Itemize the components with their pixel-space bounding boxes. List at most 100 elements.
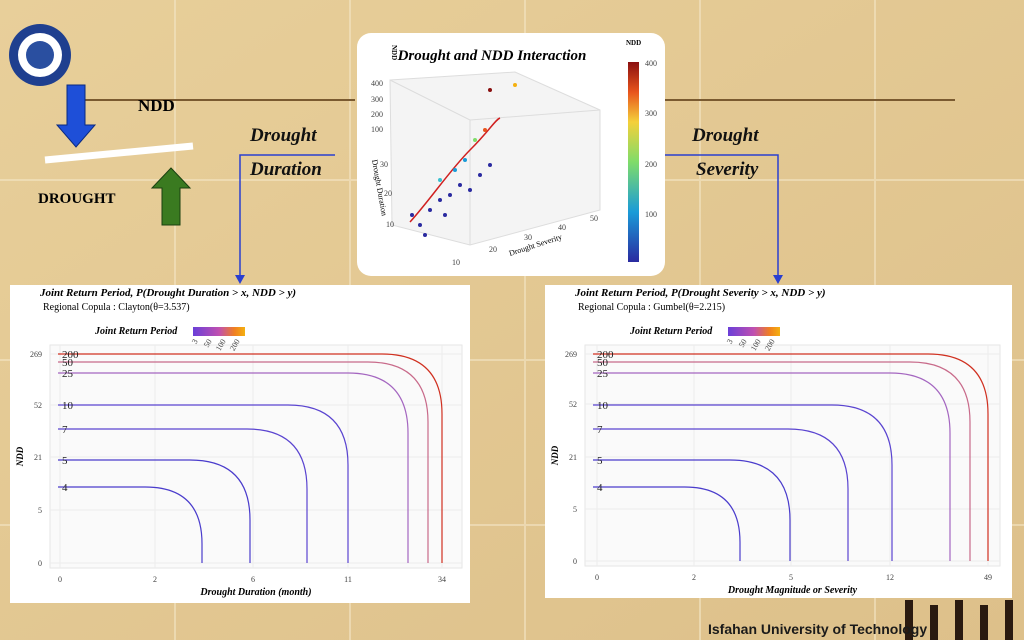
panel-title: Joint Return Period, P(Drought Severity …	[574, 287, 826, 299]
curve-label: 10	[597, 400, 609, 412]
logo	[9, 24, 71, 86]
x-tick-label: 2	[692, 573, 696, 582]
footer: Isfahan University of Technology	[708, 621, 927, 637]
return-period-curve	[58, 459, 251, 563]
curve-label: 200	[62, 349, 79, 361]
curve-label: 50	[597, 357, 609, 369]
return-period-curve	[593, 361, 971, 561]
link-label: Drought	[691, 125, 759, 146]
connector	[239, 154, 335, 280]
curve-label: 4	[597, 482, 603, 494]
return-period-curve	[593, 353, 989, 561]
link-label: Severity	[696, 159, 759, 180]
colorbar-tick: 300	[645, 109, 657, 118]
y-tick-label: 5	[38, 506, 42, 515]
x-axis-label: Drought Magnitude or Severity	[727, 585, 858, 596]
colorbar-tick: 400	[645, 59, 657, 68]
y-tick: 20	[384, 189, 392, 198]
center-plot: Drought and NDD Interaction NDD 400 300 …	[357, 33, 665, 276]
y-tick-label: 0	[573, 557, 577, 566]
colorbar	[628, 62, 639, 262]
x-tick-label: 49	[984, 573, 992, 582]
y-axis-label: NDD	[15, 446, 25, 467]
x-tick-label: 0	[595, 573, 599, 582]
legend-bar	[193, 327, 245, 336]
y-tick-label: 0	[38, 559, 42, 568]
legend-tick: 3	[725, 338, 735, 346]
curve-label: 7	[597, 424, 603, 436]
plot-box	[389, 71, 601, 246]
x-tick-label: 12	[886, 573, 894, 582]
y-tick-label: 269	[565, 350, 577, 359]
z-tick: 100	[371, 125, 383, 134]
return-period-curve	[58, 361, 429, 563]
z-tick: 200	[371, 110, 383, 119]
scatter-decoration	[410, 83, 517, 237]
connector	[665, 154, 779, 280]
y-tick-label: 5	[573, 505, 577, 514]
return-period-curve	[58, 404, 349, 563]
x-tick: 30	[524, 233, 532, 242]
legend-title: Joint Return Period	[629, 326, 713, 337]
return-period-curve	[593, 459, 791, 561]
connector-head	[235, 275, 245, 284]
curve-label: 5	[597, 455, 603, 467]
x-axis-label: Drought Duration (month)	[199, 587, 311, 598]
y-tick-label: 52	[34, 401, 42, 410]
legend-tick: 50	[737, 338, 749, 349]
university-logo	[905, 600, 1013, 640]
return-period-curve	[593, 404, 893, 561]
z-tick: 300	[371, 95, 383, 104]
copula-panel: Joint Return Period, P(Drought Severity …	[545, 285, 1012, 598]
return-period-curve	[593, 428, 849, 561]
y-axis-label: NDD	[550, 445, 560, 466]
return-period-curve	[58, 428, 308, 563]
legend-bar	[728, 327, 780, 336]
x-tick-label: 5	[789, 573, 793, 582]
connector-head	[773, 275, 783, 284]
lever	[44, 142, 194, 164]
legend-tick: 50	[202, 338, 214, 349]
x-tick: 20	[489, 245, 497, 254]
link-label: Drought	[249, 125, 317, 146]
ndd-label: NDD	[138, 96, 175, 115]
x-tick: 10	[452, 258, 460, 267]
x-tick-label: 34	[438, 575, 446, 584]
x-tick-label: 11	[344, 575, 352, 584]
return-period-curve	[58, 486, 203, 563]
curve-label: 7	[62, 424, 68, 436]
return-period-curve	[593, 486, 741, 561]
colorbar-tick: 200	[645, 160, 657, 169]
curve-label: 25	[62, 368, 74, 380]
panel-title: Joint Return Period, P(Drought Duration …	[39, 287, 296, 299]
return-period-curve	[593, 372, 951, 561]
curve-label: 10	[62, 400, 74, 412]
panel-subtitle: Regional Copula : Gumbel(θ=2.215)	[578, 302, 725, 313]
x-tick: 40	[558, 223, 566, 232]
x-tick-label: 6	[251, 575, 255, 584]
plot-area	[584, 344, 1001, 567]
curve-label: 200	[597, 349, 614, 361]
colorbar-title: NDD	[626, 39, 641, 47]
z-axis-label: NDD	[390, 45, 398, 60]
colorbar-tick: 100	[645, 210, 657, 219]
x-tick-label: 0	[58, 575, 62, 584]
drought-label: DROUGHT	[38, 191, 116, 207]
y-tick: 10	[386, 220, 394, 229]
plot-title: Drought and NDD Interaction	[397, 48, 587, 64]
legend-title: Joint Return Period	[94, 326, 178, 337]
curve-label: 25	[597, 368, 609, 380]
curve-label: 5	[62, 455, 68, 467]
y-tick-label: 269	[30, 350, 42, 359]
curve-label: 50	[62, 357, 74, 369]
y-tick-label: 21	[569, 453, 577, 462]
legend-tick: 3	[190, 338, 200, 346]
y-tick-label: 52	[569, 400, 577, 409]
z-tick: 400	[371, 79, 383, 88]
curve-label: 4	[62, 482, 68, 494]
return-period-curve	[58, 372, 409, 563]
return-period-curve	[58, 353, 443, 563]
y-tick: 30	[380, 160, 388, 169]
x-tick: 50	[590, 214, 598, 223]
